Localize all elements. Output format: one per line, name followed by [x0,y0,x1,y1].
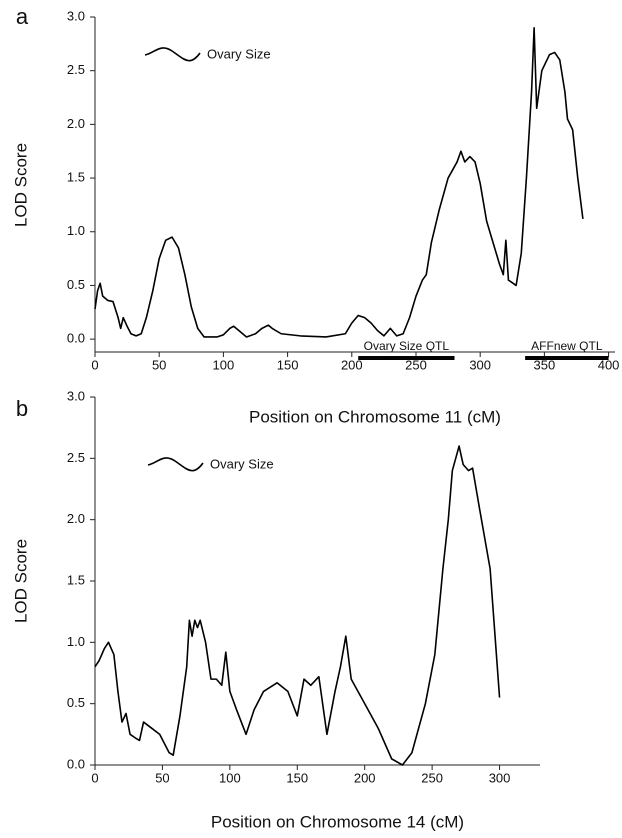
x-tick-label: 300 [489,770,511,785]
y-axis-title: LOD Score [11,539,30,623]
y-tick-label: 0.5 [67,277,85,292]
y-tick-label: 0.5 [67,695,85,710]
data-line [94,26,584,338]
y-tick-label: 1.5 [67,169,85,184]
x-axis-title: Position on Chromosome 14 (cM) [211,812,464,831]
qtl-bar [525,356,609,360]
y-tick-label: 3.0 [67,388,85,403]
y-tick-label: 1.5 [67,572,85,587]
x-axis-title: Position on Chromosome 11 (cM) [249,407,501,426]
qtl-bar [358,356,455,360]
y-tick-label: 2.0 [67,511,85,526]
x-tick-label: 100 [219,770,241,785]
y-tick-label: 2.5 [67,62,85,77]
legend-swatch [144,47,201,62]
y-axis-title: LOD Score [11,143,30,227]
qtl-label: AFFnew QTL [531,339,603,353]
x-tick-label: 0 [91,770,98,785]
x-tick-label: 200 [341,357,363,372]
x-tick-label: 350 [534,357,556,372]
y-tick-label: 1.0 [67,223,85,238]
qtl-label: Ovary Size QTL [364,339,450,353]
y-tick-label: 0.0 [67,331,85,346]
x-tick-label: 200 [354,770,376,785]
y-tick-label: 2.5 [67,450,85,465]
panel-label: a [16,4,29,29]
x-tick-label: 50 [152,357,166,372]
y-tick-label: 2.0 [67,116,85,131]
y-tick-label: 0.0 [67,756,85,771]
x-tick-label: 100 [213,357,235,372]
panel-label: b [16,396,28,421]
x-tick-label: 150 [286,770,308,785]
legend-swatch [147,457,204,472]
x-tick-label: 300 [469,357,491,372]
y-tick-label: 3.0 [67,8,85,23]
legend-label: Ovary Size [207,46,271,61]
x-tick-label: 250 [405,357,427,372]
x-tick-label: 50 [155,770,169,785]
x-tick-label: 250 [421,770,443,785]
x-tick-label: 150 [277,357,299,372]
legend-label: Ovary Size [210,456,274,471]
data-line [94,445,501,766]
y-tick-label: 1.0 [67,634,85,649]
x-tick-label: 400 [598,357,620,372]
x-tick-label: 0 [91,357,98,372]
